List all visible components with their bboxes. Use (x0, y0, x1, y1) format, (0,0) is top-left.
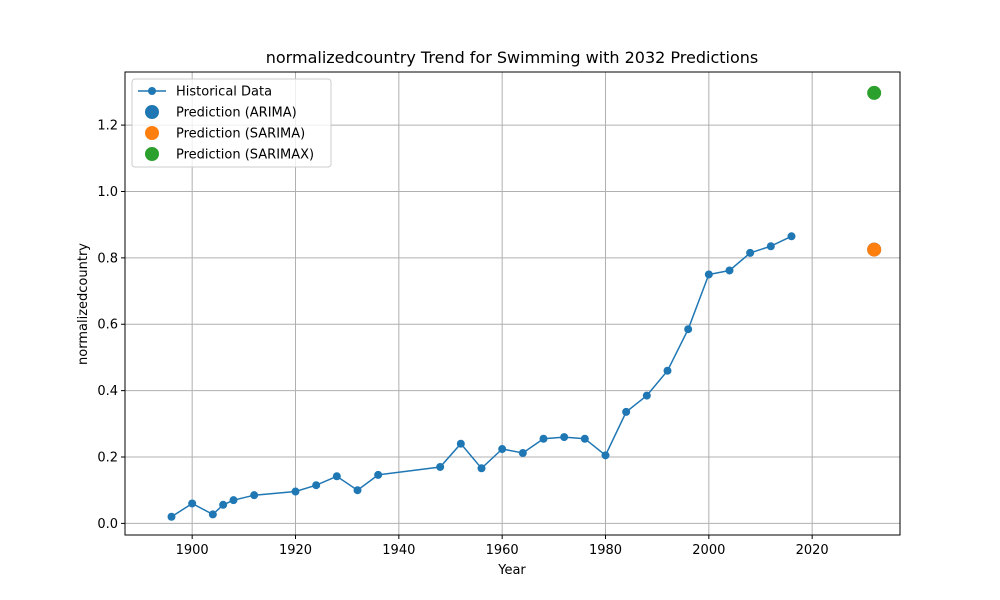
legend-label: Historical Data (176, 85, 272, 100)
prediction-point (867, 85, 882, 100)
legend-label: Prediction (SARIMA) (176, 127, 305, 142)
historical-data-point (704, 270, 713, 279)
x-tick-label: 1980 (589, 543, 622, 558)
x-tick-label: 1960 (486, 543, 519, 558)
historical-data-point (580, 434, 589, 443)
chart-title: normalizedcountry Trend for Swimming wit… (266, 48, 758, 67)
historical-data-point (663, 366, 672, 375)
legend-point-marker (145, 147, 159, 161)
legend-point-marker (145, 126, 159, 140)
x-tick-label: 2020 (796, 543, 829, 558)
historical-data-point (188, 499, 197, 508)
historical-data-point (477, 464, 486, 473)
y-tick-label: 1.0 (97, 185, 118, 200)
historical-data-point (560, 433, 569, 442)
historical-data-point (332, 472, 341, 481)
prediction-point (867, 242, 882, 257)
historical-data-point (374, 470, 383, 479)
legend-label: Prediction (ARIMA) (176, 106, 297, 121)
historical-data-point (353, 486, 362, 495)
historical-data-point (642, 391, 651, 400)
historical-data-point (208, 510, 217, 519)
historical-data-point (746, 248, 755, 257)
x-axis-label: Year (497, 563, 526, 578)
historical-data-point (787, 232, 796, 241)
historical-data-point (684, 325, 693, 334)
plot-area-frame (124, 71, 901, 536)
y-tick-label: 0.6 (97, 318, 118, 333)
x-axis-ticks: 1900 1920 1940 1960 1980 2000 2020 (176, 535, 829, 558)
historical-data-point (229, 496, 238, 505)
historical-data-point (291, 487, 300, 496)
y-axis-label: normalizedcountry (76, 243, 91, 365)
historical-data-point (766, 242, 775, 251)
grid (125, 72, 900, 535)
historical-data-line (171, 235, 792, 518)
legend: Historical Data Prediction (ARIMA) Predict… (131, 78, 332, 168)
plot-content (167, 85, 882, 521)
y-tick-label: 0.2 (97, 451, 118, 466)
historical-data-point (518, 449, 527, 458)
legend-point-marker (148, 87, 156, 95)
legend-label: Prediction (SARIMAX) (176, 148, 314, 163)
historical-data-point (539, 434, 548, 443)
historical-data-point (250, 491, 259, 500)
x-tick-label: 2000 (692, 543, 725, 558)
historical-data-point (312, 481, 321, 490)
legend-point-marker (145, 105, 159, 119)
y-tick-label: 1.2 (97, 119, 118, 134)
y-tick-label: 0.0 (97, 517, 118, 532)
y-tick-label: 0.4 (97, 384, 118, 399)
historical-data-point (456, 439, 465, 448)
historical-data-point (219, 500, 228, 509)
legend-frame (131, 78, 332, 168)
historical-data-point (498, 445, 507, 454)
x-tick-label: 1940 (382, 543, 415, 558)
historical-data-point (622, 407, 631, 416)
y-axis-ticks: 0.0 0.2 0.4 0.6 0.8 1.0 1.2 (97, 119, 125, 532)
historical-data-point (601, 451, 610, 460)
y-tick-label: 0.8 (97, 251, 118, 266)
historical-data-point (167, 512, 176, 521)
x-tick-label: 1900 (176, 543, 209, 558)
historical-data-point (725, 266, 734, 275)
historical-data-point (436, 462, 445, 471)
x-tick-label: 1920 (279, 543, 312, 558)
